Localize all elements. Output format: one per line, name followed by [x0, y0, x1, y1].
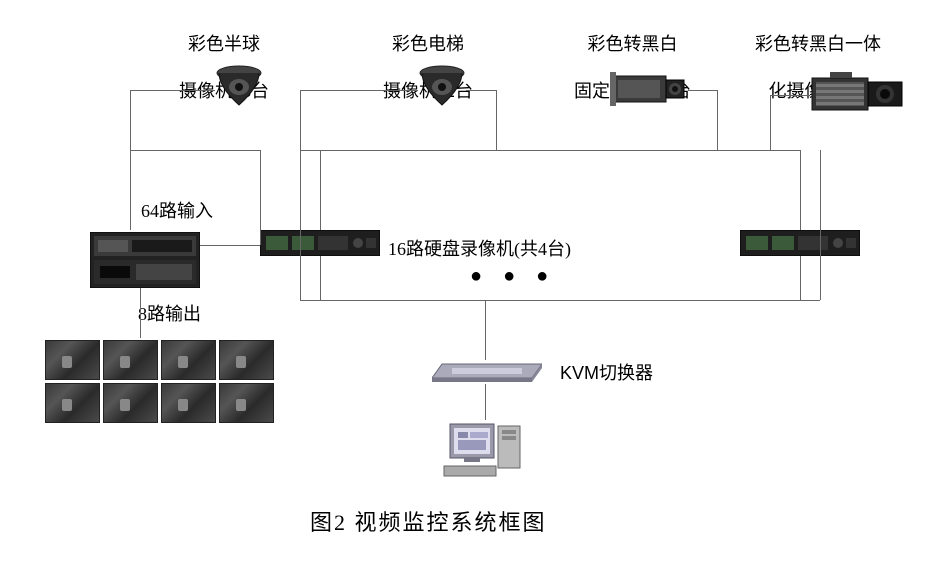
diagram-line [820, 150, 821, 300]
monitor-wall [45, 340, 274, 423]
monitor-cell [219, 383, 274, 423]
camera-dome-line1: 彩色半球 [188, 34, 260, 54]
camera-elevator-line1: 彩色电梯 [392, 34, 464, 54]
diagram-line [130, 150, 260, 151]
diagram-line [485, 300, 486, 360]
diagram-line [466, 90, 496, 91]
monitor-cell [103, 383, 158, 423]
matrix-switcher-icon [90, 232, 200, 293]
camera-integbw-line1: 彩色转黑白一体 [755, 34, 881, 54]
diagram-line [770, 95, 810, 96]
dome-camera-icon [215, 65, 263, 114]
fixed-bw-camera-icon [610, 70, 688, 115]
monitor-cell [45, 340, 100, 380]
diagram-line [320, 256, 321, 300]
diagram-line [140, 288, 141, 338]
camera-fixedbw-line1: 彩色转黑白 [588, 34, 678, 54]
figure-caption: 图2 视频监控系统框图 [310, 505, 547, 537]
diagram-line [800, 150, 801, 230]
dvr-label: 16路硬盘录像机(共4台) [388, 238, 571, 261]
pc-workstation-icon [440, 420, 530, 485]
matrix-output-label: 8路输出 [138, 303, 201, 326]
diagram-line [717, 90, 718, 150]
diagram-line [130, 90, 215, 91]
diagram-line [130, 90, 131, 230]
diagram-line [770, 95, 771, 150]
diagram-line [300, 90, 418, 91]
diagram-line [300, 150, 301, 300]
diagram-line [260, 150, 261, 245]
diagram-line [496, 90, 497, 150]
monitor-cell [161, 383, 216, 423]
integ-bw-camera-icon [810, 70, 906, 125]
monitor-cell [103, 340, 158, 380]
diagram-line [200, 245, 260, 246]
kvm-label: KVM切换器 [560, 362, 653, 385]
diagram-line [800, 256, 801, 300]
diagram-line [300, 300, 820, 301]
monitor-cell [161, 340, 216, 380]
diagram-line [688, 90, 718, 91]
diagram-line [300, 90, 301, 150]
diagram-line [300, 150, 800, 151]
elevator-camera-icon [418, 65, 466, 114]
monitor-cell [219, 340, 274, 380]
diagram-line [485, 384, 486, 420]
matrix-input-label: 64路输入 [141, 200, 213, 223]
monitor-cell [45, 383, 100, 423]
dvr-ellipsis: ● ● ● [470, 265, 556, 288]
kvm-switch-icon [432, 360, 542, 389]
diagram-line [320, 150, 321, 230]
